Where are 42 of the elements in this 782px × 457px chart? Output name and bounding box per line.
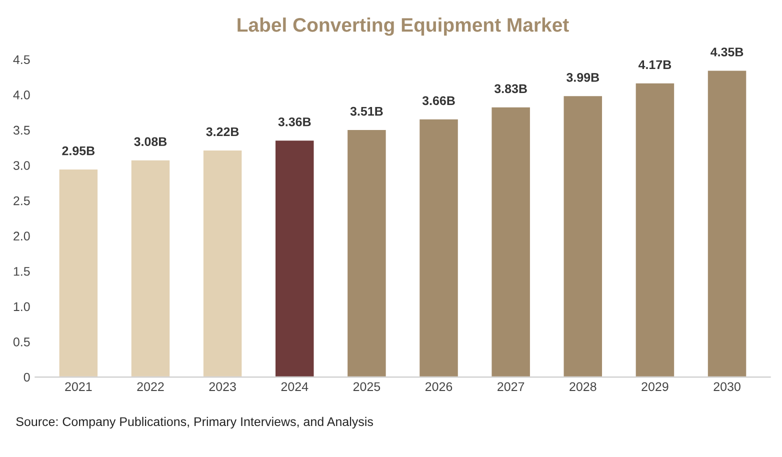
bar — [202, 149, 244, 378]
data-label: 3.36B — [278, 117, 311, 126]
bar — [274, 139, 316, 378]
x-tick-label: 2022 — [137, 382, 164, 392]
bar — [634, 82, 676, 378]
source-note: Source: Company Publications, Primary Interviews, and Analysis — [16, 416, 373, 429]
x-tick-label: 2026 — [425, 382, 452, 392]
bar — [58, 168, 99, 378]
bar — [130, 158, 172, 378]
y-tick-label: 1.0 — [14, 302, 30, 312]
x-tick-label: 2023 — [209, 382, 236, 392]
x-tick-label: 2028 — [570, 382, 596, 392]
data-label: 3.99B — [566, 72, 600, 82]
y-tick-label: 0 — [24, 372, 30, 382]
x-tick-label: 2021 — [65, 382, 92, 392]
data-label: 4.17B — [638, 60, 672, 69]
x-tick-label: 2025 — [353, 382, 380, 392]
chart-title: Label Converting Equipment Market — [238, 18, 569, 36]
bar — [346, 128, 388, 378]
data-label: 3.51B — [350, 106, 383, 116]
data-label: 3.22B — [206, 127, 239, 136]
x-tick-label: 2027 — [498, 382, 524, 392]
x-tick-label: 2024 — [281, 382, 308, 392]
bar — [418, 118, 460, 378]
data-label: 3.83B — [494, 84, 527, 94]
y-tick-label: 2.5 — [14, 196, 30, 206]
y-tick-label: 0.5 — [13, 338, 30, 346]
x-tick-label: 2030 — [714, 382, 740, 392]
y-tick-label: 3.0 — [13, 161, 30, 170]
data-label: 4.35B — [710, 48, 744, 56]
data-label: 3.66B — [422, 96, 455, 106]
data-label: 2.95B — [62, 146, 95, 156]
bar — [706, 69, 748, 378]
bar — [490, 106, 532, 378]
y-tick-label: 4.5 — [13, 55, 30, 64]
y-tick-label: 3.5 — [13, 126, 30, 135]
y-tick-label: 1.5 — [14, 267, 30, 276]
data-label: 3.08B — [134, 137, 167, 146]
y-tick-label: 4.0 — [13, 90, 30, 100]
bar — [562, 94, 604, 378]
y-tick-label: 2.0 — [14, 232, 30, 241]
x-tick-label: 2029 — [642, 382, 668, 392]
